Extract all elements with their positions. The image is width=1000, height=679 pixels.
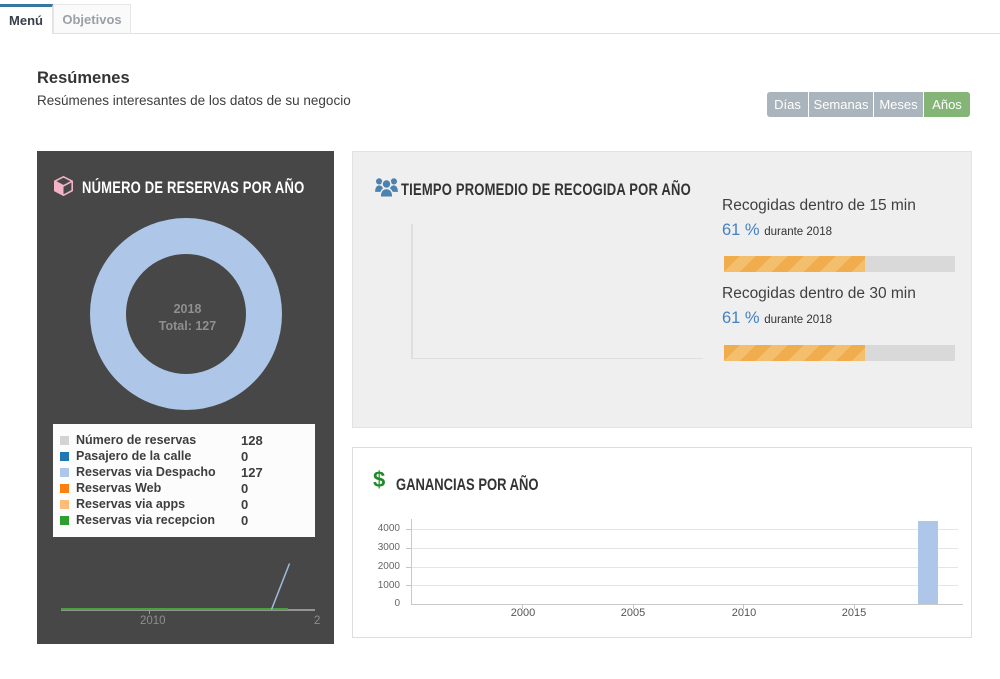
svg-text:2010: 2010 bbox=[140, 615, 166, 627]
svg-text:2: 2 bbox=[314, 615, 320, 627]
